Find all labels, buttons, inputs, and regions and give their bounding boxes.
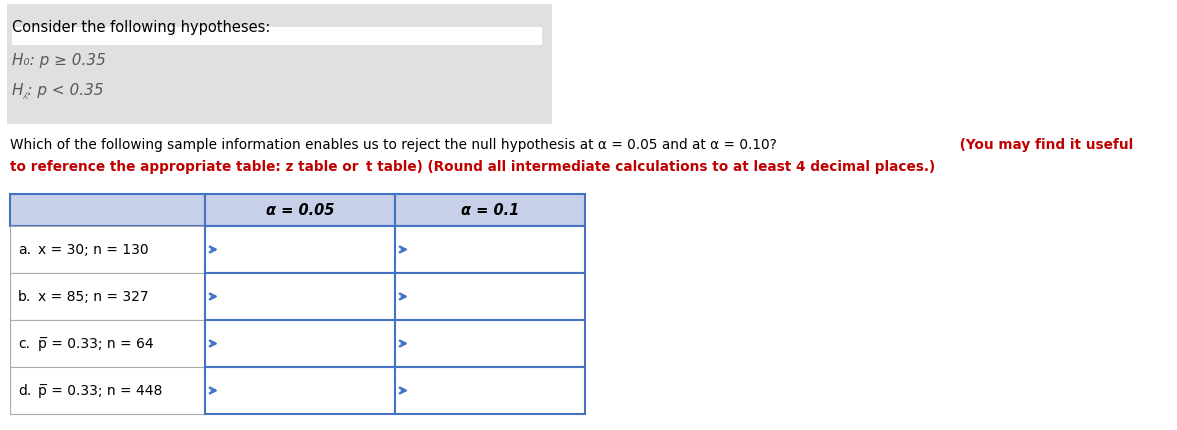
Bar xyxy=(205,367,395,414)
Bar xyxy=(205,227,395,273)
Text: H⁁: p < 0.35: H⁁: p < 0.35 xyxy=(12,83,104,99)
Text: d.: d. xyxy=(18,384,32,398)
Text: α = 0.05: α = 0.05 xyxy=(266,203,334,218)
Bar xyxy=(9,320,205,367)
Bar xyxy=(395,367,585,414)
Bar xyxy=(395,320,585,367)
Bar xyxy=(205,320,395,367)
Bar xyxy=(205,273,395,320)
Bar xyxy=(9,273,205,320)
Bar xyxy=(205,194,395,227)
Text: to reference the appropriate table: z table or  t table) (Round all intermediate: to reference the appropriate table: z ta… xyxy=(9,160,935,174)
Text: c.: c. xyxy=(18,337,29,351)
Text: (You may find it useful: (You may find it useful xyxy=(955,138,1133,152)
Bar xyxy=(9,227,205,273)
Bar xyxy=(9,367,205,414)
Text: p̅ = 0.33; n = 64: p̅ = 0.33; n = 64 xyxy=(38,337,154,351)
Bar xyxy=(9,194,205,227)
Text: x = 85; n = 327: x = 85; n = 327 xyxy=(38,290,148,304)
Text: Which of the following sample information enables us to reject the null hypothes: Which of the following sample informatio… xyxy=(9,138,777,152)
Bar xyxy=(395,273,585,320)
Bar xyxy=(395,227,585,273)
Text: b.: b. xyxy=(18,290,32,304)
Text: α = 0.1: α = 0.1 xyxy=(461,203,519,218)
Bar xyxy=(12,28,541,46)
Bar xyxy=(395,194,585,227)
Text: x = 30; n = 130: x = 30; n = 130 xyxy=(38,243,148,257)
Text: Consider the following hypotheses:: Consider the following hypotheses: xyxy=(12,20,271,35)
Text: p̅ = 0.33; n = 448: p̅ = 0.33; n = 448 xyxy=(38,384,162,398)
Text: H₀: p ≥ 0.35: H₀: p ≥ 0.35 xyxy=(12,53,106,68)
Bar xyxy=(7,5,552,125)
Text: a.: a. xyxy=(18,243,31,257)
